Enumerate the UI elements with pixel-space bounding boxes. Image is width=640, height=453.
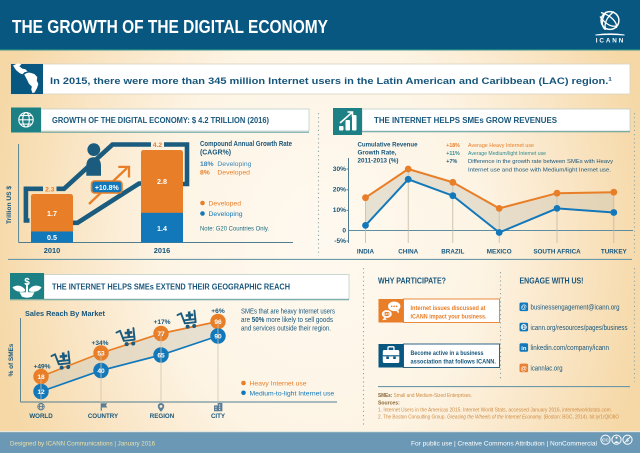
svg-text:REGION: REGION <box>150 413 175 420</box>
svg-text:Sales Reach By Market: Sales Reach By Market <box>25 309 105 318</box>
svg-text:GROWTH OF THE DIGITAL ECONOMY:: GROWTH OF THE DIGITAL ECONOMY: $ 4.2 TRI… <box>52 116 269 125</box>
svg-text:Note: G20 Countries Only.: Note: G20 Countries Only. <box>200 226 269 233</box>
svg-text:THE INTERNET HELPS SMEs GROW R: THE INTERNET HELPS SMEs GROW REVENUES <box>374 116 557 125</box>
svg-text:2.3: 2.3 <box>45 186 55 193</box>
svg-text:Developed: Developed <box>209 201 242 208</box>
svg-text:20%: 20% <box>333 187 346 194</box>
svg-text:CHINA: CHINA <box>398 249 418 256</box>
svg-text:Become active in a business: Become active in a business <box>411 350 484 357</box>
svg-text:and services outside their reg: and services outside their region. <box>241 326 331 333</box>
svg-text:businessengagement@icann.org: businessengagement@icann.org <box>531 305 620 312</box>
svg-text:WORLD: WORLD <box>29 413 53 420</box>
svg-text:(CAGR%): (CAGR%) <box>200 150 231 157</box>
svg-text:% of SMEs: % of SMEs <box>8 343 15 376</box>
svg-text:-5%: -5% <box>334 238 346 245</box>
svg-text:Average Medium/light Internet: Average Medium/light Internet use <box>468 151 547 157</box>
svg-text:CITY: CITY <box>211 413 226 420</box>
svg-text:4.2: 4.2 <box>153 142 163 149</box>
svg-text:+18%: +18% <box>446 143 460 149</box>
svg-text:2011-2013 (%): 2011-2013 (%) <box>358 158 399 165</box>
svg-text:Sources:: Sources: <box>378 401 400 407</box>
svg-text:In 2015, there were more than: In 2015, there were more than 345 millio… <box>50 76 612 86</box>
svg-text:+6%: +6% <box>211 308 225 315</box>
svg-text:1.7: 1.7 <box>47 209 57 218</box>
svg-text:ENGAGE WITH US!: ENGAGE WITH US! <box>520 277 584 286</box>
svg-text:@: @ <box>521 305 527 311</box>
svg-text:SMEs: Small and Medium-Sized E: SMEs: Small and Medium-Sized Enterprises… <box>378 393 472 399</box>
svg-text:CC: CC <box>602 438 609 443</box>
svg-text:Trillion US $: Trillion US $ <box>6 186 13 224</box>
svg-text:18% Developing: 18% Developing <box>200 161 252 168</box>
svg-text:+34%: +34% <box>91 340 108 347</box>
svg-text:30%: 30% <box>333 166 346 173</box>
svg-text:$: $ <box>24 277 30 288</box>
svg-text:ICANN impact your business.: ICANN impact your business. <box>411 314 487 321</box>
svg-text:For public use | Creative Comm: For public use | Creative Commons Attrib… <box>411 441 597 448</box>
svg-text:icannlac.org: icannlac.org <box>531 366 563 373</box>
svg-text:THE GROWTH OF THE DIGITAL ECON: THE GROWTH OF THE DIGITAL ECONOMY <box>12 16 328 37</box>
svg-text:1. Internet Users in the Ameri: 1. Internet Users in the Americas 2015. … <box>378 408 612 414</box>
svg-text:Internet use and those with Me: Internet use and those with Medium/light… <box>468 167 611 173</box>
svg-text:1.4: 1.4 <box>157 224 167 233</box>
svg-text:WHY PARTICIPATE?: WHY PARTICIPATE? <box>378 277 446 286</box>
svg-text:Medium-to-light Internet use: Medium-to-light Internet use <box>250 390 335 397</box>
svg-text:Compound Annual Growth Rate: Compound Annual Growth Rate <box>200 141 292 148</box>
svg-text:Cumulative Revenue: Cumulative Revenue <box>358 142 418 149</box>
svg-text:+10.8%: +10.8% <box>95 185 120 192</box>
svg-text:Average Heavy Internet use: Average Heavy Internet use <box>468 143 535 149</box>
svg-text:2016: 2016 <box>154 246 170 255</box>
svg-text:0: 0 <box>342 228 346 235</box>
svg-text:MEXICO: MEXICO <box>487 249 512 256</box>
svg-text:+17%: +17% <box>153 319 170 326</box>
svg-text:+49%: +49% <box>33 363 50 370</box>
svg-text:ICANN: ICANN <box>596 38 625 45</box>
svg-text:SMEs that are heavy Internet u: SMEs that are heavy Internet users <box>241 309 335 316</box>
svg-text:linkedin.com/company/icann: linkedin.com/company/icann <box>531 345 610 352</box>
svg-text:Growth Rate,: Growth Rate, <box>358 150 397 157</box>
svg-text:Heavy Internet use: Heavy Internet use <box>250 381 307 388</box>
svg-text:Designed by ICANN Communicatio: Designed by ICANN Communications | Janua… <box>10 441 155 448</box>
svg-text:icann.org/resources/pages/busi: icann.org/resources/pages/business <box>531 325 628 332</box>
svg-text:association that follows ICANN: association that follows ICANN. <box>411 359 497 366</box>
svg-text:10%: 10% <box>333 207 346 214</box>
svg-text:Developing: Developing <box>209 211 243 218</box>
svg-text:2. The Boston Consulting Group: 2. The Boston Consulting Group. Greasing… <box>378 415 619 421</box>
svg-text:INDIA: INDIA <box>357 249 375 256</box>
svg-text:2010: 2010 <box>44 246 60 255</box>
svg-text:in: in <box>521 346 527 352</box>
svg-text:Internet issues discussed at: Internet issues discussed at <box>411 305 487 312</box>
svg-text:SOUTH AFRICA: SOUTH AFRICA <box>533 249 581 256</box>
svg-text:COUNTRY: COUNTRY <box>88 413 119 420</box>
svg-text:8% Developed: 8% Developed <box>200 170 250 177</box>
svg-text:@: @ <box>521 366 527 372</box>
svg-text:are 50% more likely to sell go: are 50% more likely to sell goods <box>241 317 333 324</box>
svg-text:2.8: 2.8 <box>157 177 167 186</box>
svg-text:+7%: +7% <box>446 159 458 165</box>
svg-text:BRAZIL: BRAZIL <box>441 249 464 256</box>
svg-text:THE INTERNET HELPS SMEs EXTEND: THE INTERNET HELPS SMEs EXTEND THEIR GEO… <box>52 283 290 292</box>
svg-text:Difference in the growth rate: Difference in the growth rate between SM… <box>468 159 613 165</box>
svg-text:+11%: +11% <box>446 151 460 157</box>
svg-text:0.5: 0.5 <box>47 233 57 242</box>
svg-text:TURKEY: TURKEY <box>601 249 628 256</box>
